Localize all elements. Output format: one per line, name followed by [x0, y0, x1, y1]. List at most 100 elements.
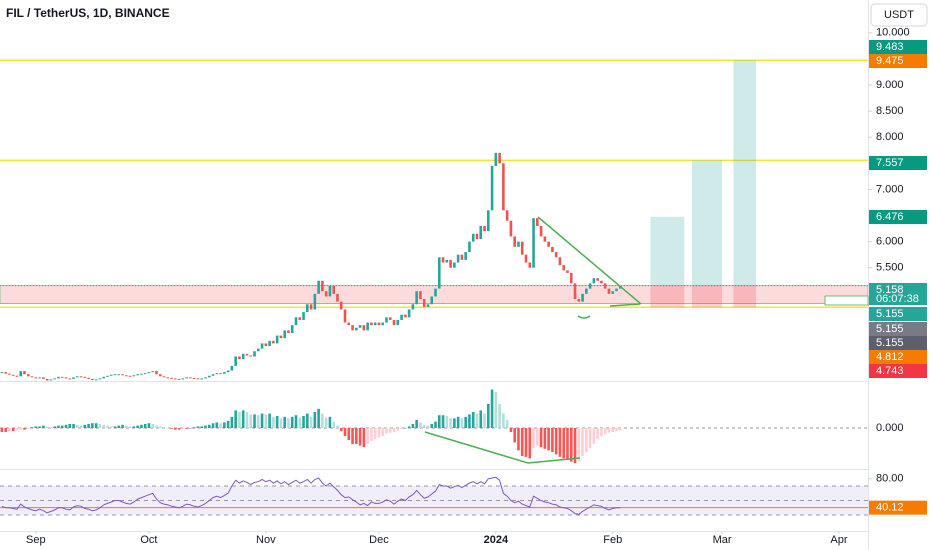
histogram-bar	[294, 415, 298, 428]
histogram-bar	[38, 426, 41, 428]
histogram-bar	[437, 415, 441, 428]
x-tick-label: Feb	[603, 534, 622, 546]
histogram-bar	[109, 426, 113, 428]
candle	[185, 377, 188, 379]
histogram-bar	[498, 404, 501, 428]
chart-title: FIL / TetherUS, 1D, BINANCE	[6, 6, 170, 20]
candle	[125, 375, 128, 377]
candle	[388, 317, 392, 320]
histogram-bar	[42, 425, 45, 428]
stop-box	[691, 285, 723, 308]
price-badge	[869, 364, 927, 378]
candle	[57, 376, 60, 379]
histogram-bar	[238, 412, 241, 428]
histogram-bar	[94, 423, 98, 428]
price-badge	[869, 307, 927, 321]
candle	[370, 322, 373, 326]
histogram-bar	[505, 420, 509, 428]
candle	[343, 309, 347, 323]
candle	[132, 375, 136, 377]
stop-box	[650, 285, 685, 308]
target-box	[733, 60, 757, 286]
candle	[381, 322, 385, 326]
candle	[392, 319, 396, 326]
histogram-bar	[592, 428, 596, 444]
candle	[11, 374, 15, 376]
candle	[411, 304, 415, 310]
currency[interactable]: USDT	[884, 9, 914, 21]
histogram-bar	[611, 428, 615, 432]
histogram-bar	[4, 428, 7, 432]
candle	[87, 377, 90, 379]
candle	[407, 309, 411, 318]
candle	[200, 378, 204, 380]
histogram-bar	[407, 426, 411, 428]
candle	[471, 233, 475, 242]
candle	[396, 319, 400, 326]
histogram-bar	[554, 428, 558, 455]
candle	[539, 225, 543, 237]
candle	[441, 257, 445, 263]
histogram-bar	[426, 425, 430, 428]
histogram-bar	[147, 423, 151, 428]
candle	[147, 372, 151, 374]
histogram-bar	[245, 412, 249, 428]
candle	[155, 371, 158, 375]
histogram-bar	[275, 416, 279, 428]
histogram-bar	[475, 413, 479, 428]
candle	[287, 330, 290, 333]
histogram-bar	[121, 424, 124, 428]
histogram-bar	[117, 425, 121, 428]
rsi-badge	[869, 500, 927, 515]
candle	[302, 312, 305, 320]
candle	[83, 376, 87, 378]
histogram-bar	[573, 428, 577, 464]
target-box	[650, 216, 685, 286]
drawings	[424, 216, 642, 464]
histogram-bar	[75, 424, 79, 428]
candle	[264, 343, 268, 347]
histogram-bar	[106, 425, 109, 428]
histogram-bar	[377, 428, 381, 438]
candle	[121, 374, 124, 376]
y-tick-label: 80.00	[876, 473, 904, 485]
histogram-bar	[155, 425, 158, 428]
histogram-bar	[569, 428, 573, 462]
histogram-bar	[336, 425, 339, 428]
candle	[607, 288, 611, 294]
candle	[207, 375, 211, 378]
candle	[174, 378, 177, 380]
y-tick-label: 0.000	[876, 422, 904, 434]
histogram-bar	[362, 428, 366, 448]
candle	[532, 218, 535, 268]
histogram-bar	[91, 423, 94, 428]
histogram-bar	[87, 424, 90, 428]
candle	[558, 257, 562, 266]
currency-button[interactable]	[870, 3, 928, 27]
histogram-bar	[449, 418, 452, 428]
histogram-bar	[102, 424, 105, 428]
histogram-bar	[453, 418, 456, 428]
candle	[445, 259, 449, 263]
candle	[437, 257, 441, 289]
candle	[226, 370, 230, 373]
histogram-bar	[49, 427, 53, 428]
candle	[230, 365, 234, 371]
histogram-bar	[562, 428, 566, 459]
histogram-bar	[536, 428, 539, 446]
candle	[562, 265, 566, 271]
candle	[509, 220, 513, 237]
price-badge	[869, 283, 927, 305]
candle	[321, 280, 324, 292]
histogram-bar	[30, 427, 34, 428]
price-badge-label: 6.476	[876, 211, 904, 223]
histogram-bar	[400, 428, 403, 429]
candle	[136, 374, 139, 376]
histogram-bar	[185, 428, 188, 429]
candle	[615, 288, 618, 292]
histogram-bar	[370, 428, 373, 441]
price-badge-label: 5.155	[876, 323, 904, 335]
candle	[256, 348, 260, 352]
x-tick-label: Mar	[713, 534, 732, 546]
histogram-bar	[339, 428, 343, 432]
